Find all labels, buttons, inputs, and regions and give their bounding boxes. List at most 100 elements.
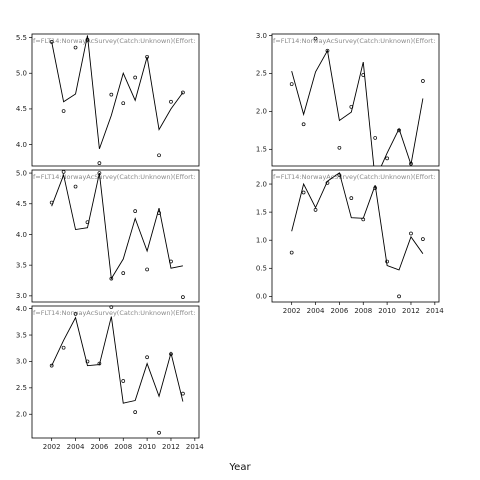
data-point [301, 122, 306, 127]
y-tick-label: 1.0 [256, 237, 267, 245]
x-tick-label: 2010 [138, 443, 156, 451]
data-point [325, 181, 330, 185]
data-point [169, 99, 173, 104]
data-point [181, 391, 185, 396]
data-point [121, 379, 126, 383]
panel-2: 1.5 2.0 2.5 3.0 f=FLT14:NorwayAcSurvey(Catch… [256, 32, 440, 167]
panels: 4.0 4.5 5.0 5.5 f=FLT14:NorwayAcSurvey(Catch… [16, 32, 444, 451]
y-tick-label: 4.0 [16, 141, 27, 149]
data-point [133, 75, 138, 80]
data-point [325, 48, 330, 53]
panel-3: 3.0 3.5 4.0 4.5 5.0 f=FLT14:NorwayAcSurvey(Ca… [16, 169, 200, 303]
panel-1: 4.0 4.5 5.0 5.5 f=FLT14:NorwayAcSurvey(Catch… [16, 33, 200, 167]
data-point [337, 173, 342, 177]
data-point [181, 295, 185, 299]
x-axis-title: Year [228, 462, 251, 473]
series-line [51, 35, 184, 150]
data-point [121, 101, 126, 106]
data-point [85, 220, 90, 225]
data-point [133, 209, 138, 213]
y-tick-label: 4.0 [16, 305, 27, 313]
y-tick-label: 3.5 [16, 331, 27, 339]
series-line [51, 316, 184, 404]
x-tick-label: 2014 [426, 307, 444, 315]
panel-4: 0.0 0.5 1.0 1.5 2.0 2002 2004 2006 2008 2010 2012 2… [256, 169, 444, 315]
data-point [397, 294, 401, 299]
x-tick-label: 2002 [43, 443, 61, 451]
data-point [109, 305, 114, 309]
data-point [289, 250, 294, 255]
data-point [121, 271, 126, 275]
panel-frame [31, 33, 200, 167]
x-tick-label: 2006 [330, 307, 348, 315]
data-point [157, 211, 161, 215]
panel-title: f=FLT14:NorwayAcSurvey(Catch:Unknown)(Ef… [273, 37, 436, 45]
data-point [109, 92, 114, 97]
y-tick-label: 1.5 [256, 208, 267, 216]
x-tick-label: 2004 [67, 443, 85, 451]
data-point [145, 54, 149, 59]
data-point [157, 153, 161, 158]
x-tick-label: 2008 [354, 307, 372, 315]
y-tick-label: 4.0 [16, 231, 27, 239]
data-point [397, 128, 401, 133]
data-point [73, 312, 78, 316]
data-point [421, 237, 425, 241]
data-point [409, 161, 413, 166]
x-tick-label: 2012 [402, 307, 420, 315]
y-tick-label: 4.5 [16, 105, 27, 113]
data-point [73, 45, 78, 50]
y-tick-label: 4.5 [16, 200, 27, 208]
data-point [97, 171, 102, 175]
data-point [145, 355, 149, 360]
data-point [169, 259, 173, 264]
panel-frame [31, 169, 200, 303]
data-point [61, 345, 66, 350]
x-tick-label: 2002 [283, 307, 301, 315]
y-tick-label: 2.0 [256, 108, 267, 116]
x-tick-label: 2004 [307, 307, 325, 315]
data-point [73, 184, 78, 189]
data-point [337, 145, 342, 150]
data-point [169, 352, 173, 356]
data-point [385, 259, 389, 264]
data-point [49, 363, 54, 368]
y-tick-label: 3.0 [256, 32, 267, 40]
data-point [49, 39, 54, 44]
y-tick-label: 1.5 [256, 146, 267, 154]
data-point [373, 186, 378, 190]
data-point [97, 161, 102, 165]
data-point [373, 136, 378, 140]
data-point [61, 169, 66, 174]
x-tick-label: 2012 [162, 443, 180, 451]
data-point [85, 37, 90, 42]
data-point [289, 82, 294, 86]
panel-title: f=FLT14:NorwayAcSurvey(Catch:Unknown)(Ef… [273, 173, 436, 181]
panel-frame [271, 33, 440, 167]
panel-title: f=FLT14:NorwayAcSurvey(Catch:Unknown)(Ef… [33, 173, 196, 181]
data-point [409, 231, 413, 236]
x-tick-label: 2014 [186, 443, 204, 451]
panel-frame [271, 169, 440, 303]
data-point [133, 410, 138, 414]
y-tick-label: 2.5 [256, 70, 267, 78]
y-tick-label: 3.5 [16, 261, 27, 269]
data-point [49, 200, 54, 205]
x-tick-label: 2010 [378, 307, 396, 315]
y-tick-label: 3.0 [16, 292, 27, 300]
y-tick-label: 5.5 [16, 34, 27, 42]
data-point [361, 217, 366, 222]
data-point [361, 73, 366, 77]
data-point [313, 36, 318, 41]
panel-title: f=FLT14:NorwayAcSurvey(Catch:Unknown)(Ef… [33, 37, 196, 45]
data-point [385, 156, 389, 161]
panel-title: f=FLT14:NorwayAcSurvey(Catch:Unknown)(Ef… [33, 309, 196, 317]
data-point [181, 90, 185, 95]
data-point [349, 104, 354, 109]
data-point [349, 196, 354, 200]
data-point [85, 359, 90, 364]
y-tick-label: 3.0 [16, 358, 27, 366]
x-tick-label: 2008 [114, 443, 132, 451]
data-point [145, 267, 149, 272]
y-tick-label: 2.0 [16, 411, 27, 419]
